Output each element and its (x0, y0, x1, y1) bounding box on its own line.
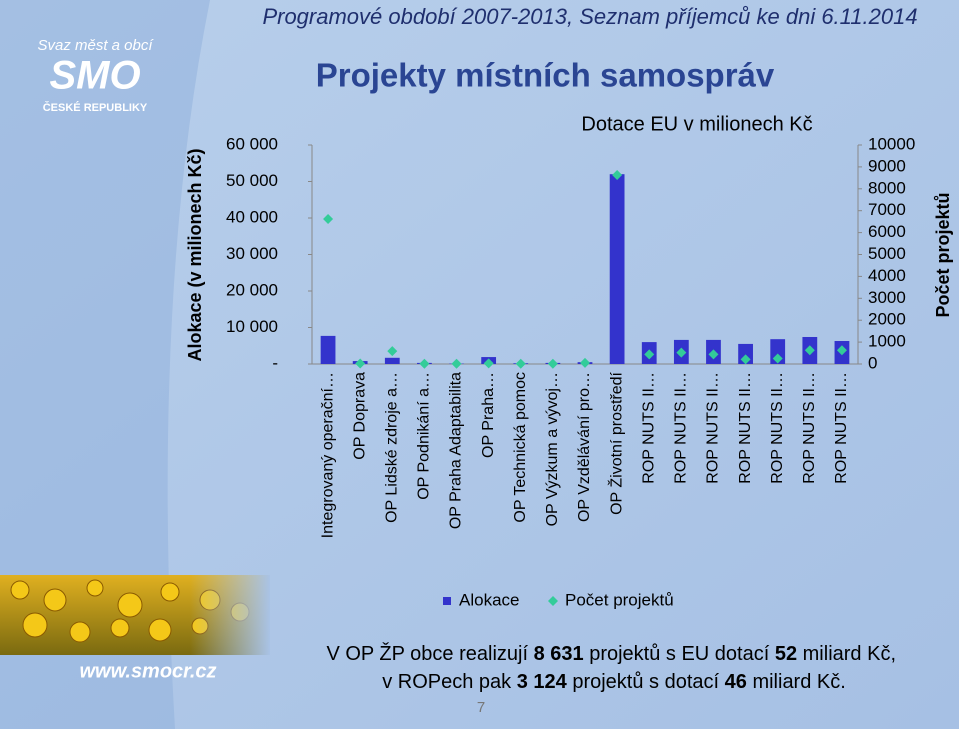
marker (708, 349, 719, 360)
footer-line: V OP ŽP obce realizují 8 631 projektů s … (326, 642, 901, 693)
y-tick-label: - (272, 353, 278, 372)
y2-tick-label: 7000 (868, 200, 906, 219)
legend-label: Alokace (459, 590, 519, 609)
x-tick-label: OP Praha Adaptabilita (448, 372, 465, 529)
x-tick-label: OP Životní prostředí (606, 371, 625, 514)
logo-top: Svaz měst a obcí (37, 37, 154, 54)
header-title: Projekty místních samospráv (316, 57, 775, 94)
footer-text: miliard Kč. (747, 671, 846, 693)
x-tick-label: OP Technická pomoc (512, 372, 529, 523)
y-axis-label: Alokace (v milionech Kč) (185, 148, 205, 361)
marker (515, 358, 526, 369)
chart-title: Dotace EU v milionech Kč (581, 113, 812, 135)
y2-tick-label: 2000 (868, 310, 906, 329)
x-tick-label: OP Doprava (351, 372, 368, 460)
y2-tick-label: 0 (868, 353, 877, 372)
sunflower-field (0, 575, 270, 655)
footer-bold: 8 631 (534, 643, 584, 665)
y2-axis-label: Počet projektů (933, 192, 953, 317)
legend-swatch (548, 596, 558, 606)
marker (387, 346, 398, 357)
x-tick-label: Integrovaný operační… (319, 372, 336, 538)
marker (644, 349, 655, 360)
marker (804, 345, 815, 356)
y2-tick-label: 4000 (868, 266, 906, 285)
footer-bold: 46 (725, 671, 747, 693)
bar (320, 335, 336, 364)
x-tick-label: ROP NUTS II… (801, 372, 818, 484)
y2-tick-label: 6000 (868, 222, 906, 241)
header-subtitle: Programové období 2007-2013, Seznam příj… (262, 4, 917, 29)
marker (547, 358, 558, 369)
marker (836, 345, 847, 356)
marker (451, 358, 462, 369)
x-tick-label: OP Podnikání a… (416, 372, 433, 500)
y2-tick-label: 5000 (868, 244, 906, 263)
y2-tick-label: 9000 (868, 156, 906, 175)
y2-tick-label: 1000 (868, 332, 906, 351)
x-tick-label: OP Lidské zdroje a… (384, 372, 401, 523)
y-tick-label: 30 000 (226, 244, 278, 263)
logo-mark: SMO (49, 54, 140, 98)
side-band (0, 0, 210, 729)
x-tick-label: OP Vzdělávání pro… (576, 372, 593, 522)
bar (384, 357, 400, 364)
footer-text: v ROPech pak (382, 671, 517, 693)
marker (580, 357, 590, 368)
logo-url: www.smocr.cz (79, 660, 216, 682)
marker (612, 169, 623, 180)
y-tick-label: 20 000 (226, 280, 278, 299)
y2-tick-label: 10000 (868, 134, 915, 153)
logo-bottom: ČESKÉ REPUBLIKY (43, 101, 148, 114)
y-tick-label: 60 000 (226, 134, 278, 153)
footer-text: projektů s dotací (567, 671, 725, 693)
y-tick-label: 10 000 (226, 317, 278, 336)
marker (323, 214, 334, 225)
legend-label: Počet projektů (565, 590, 674, 609)
marker (740, 354, 751, 365)
marker (419, 358, 430, 369)
x-tick-label: ROP NUTS II… (833, 372, 850, 484)
y-tick-label: 50 000 (226, 171, 278, 190)
marker (772, 353, 783, 364)
footer-text: V OP ŽP obce realizují (326, 642, 533, 665)
marker (355, 358, 366, 369)
marker (676, 347, 687, 358)
x-tick-label: ROP NUTS II… (737, 372, 754, 484)
y-tick-label: 40 000 (226, 207, 278, 226)
page-number: 7 (477, 699, 485, 716)
y2-tick-label: 8000 (868, 178, 906, 197)
x-tick-label: ROP NUTS II… (673, 372, 690, 484)
footer-text: projektů s EU dotací (584, 643, 775, 665)
marker (483, 358, 494, 369)
x-tick-label: ROP NUTS II… (640, 372, 657, 484)
y2-tick-label: 3000 (868, 288, 906, 307)
legend-swatch (443, 597, 451, 605)
bar (609, 174, 625, 364)
x-tick-label: OP Praha… (480, 372, 497, 458)
footer-bold: 3 124 (517, 671, 568, 693)
footer-bold: 52 (775, 643, 797, 665)
x-tick-label: OP Výzkum a vývoj… (544, 372, 561, 526)
x-tick-label: ROP NUTS II… (705, 372, 722, 484)
footer-text: miliard Kč, (797, 643, 896, 665)
x-tick-label: ROP NUTS II… (769, 372, 786, 484)
